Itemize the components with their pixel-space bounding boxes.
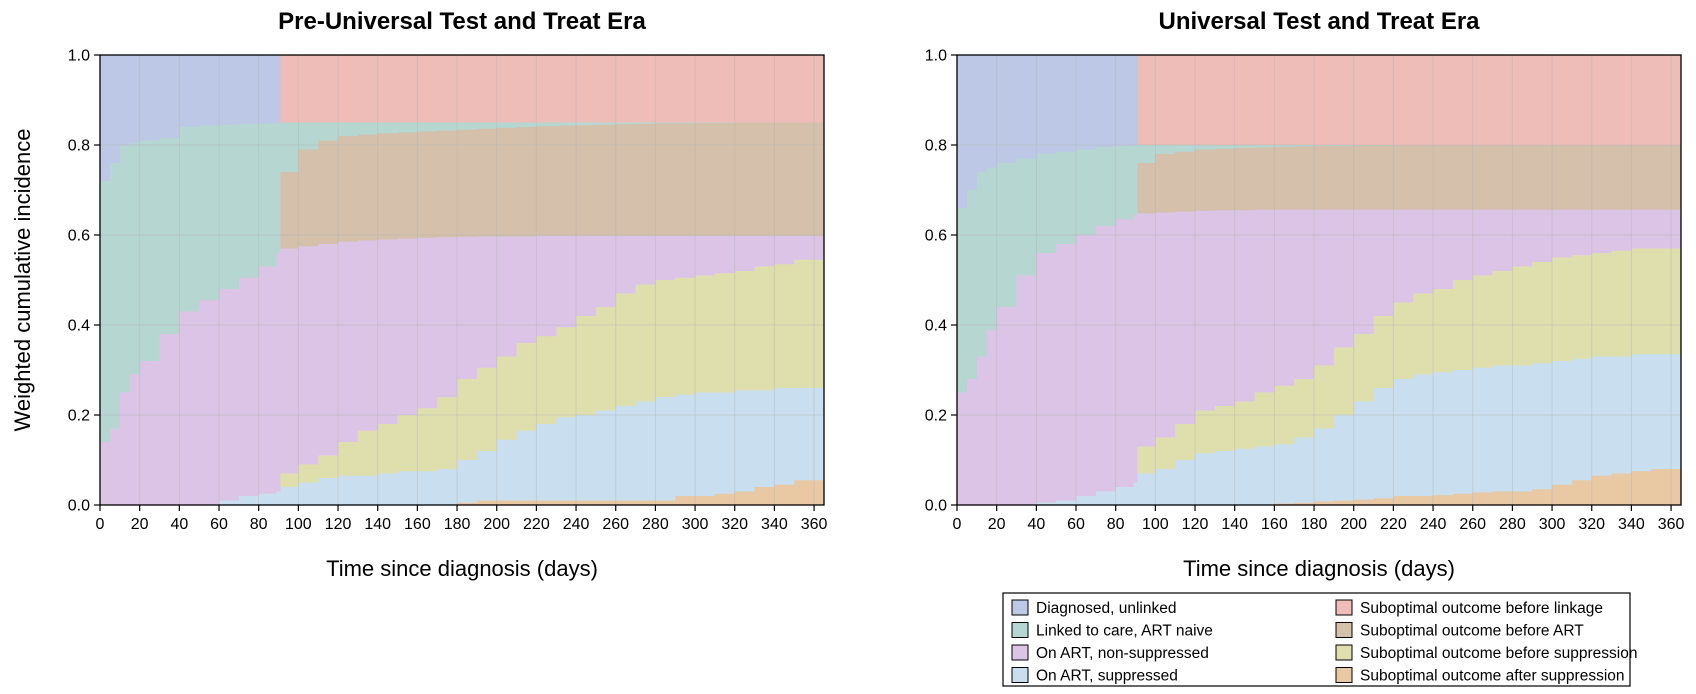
y-tick-label: 0.4 <box>925 318 947 335</box>
x-tick-label: 220 <box>1380 516 1407 533</box>
legend-label-suboptimal-outcome-before-suppression: Suboptimal outcome before suppression <box>1360 645 1637 662</box>
y-tick-label: 0.6 <box>925 228 947 245</box>
area-on-art-suppressed <box>100 388 824 505</box>
plot-frame <box>956 54 1682 506</box>
y-tick-label: 0.0 <box>68 498 90 515</box>
x-tick-label: 60 <box>1067 516 1085 533</box>
x-tick-label: 100 <box>285 516 312 533</box>
y-tick-label: 0.2 <box>925 408 947 425</box>
y-tick-label: 0.8 <box>68 138 90 155</box>
legend-label-suboptimal-outcome-before-art: Suboptimal outcome before ART <box>1360 623 1584 640</box>
x-tick-label: 300 <box>1539 516 1566 533</box>
x-tick-label: 80 <box>1107 516 1125 533</box>
x-tick-label: 140 <box>364 516 391 533</box>
x-tick-label: 240 <box>563 516 590 533</box>
legend-label-suboptimal-outcome-before-linkage: Suboptimal outcome before linkage <box>1360 600 1603 617</box>
x-tick-label: 320 <box>721 516 748 533</box>
legend-swatch-suboptimal-outcome-before-art <box>1335 622 1353 638</box>
y-tick-label: 1.0 <box>68 48 90 65</box>
chart-legend: Diagnosed, unlinked Suboptimal outcome be… <box>1002 592 1637 687</box>
legend-swatch-suboptimal-outcome-before-linkage <box>1335 599 1353 616</box>
x-tick-label: 60 <box>210 516 228 533</box>
x-tick-label: 40 <box>1027 516 1045 533</box>
x-tick-label: 260 <box>602 516 629 533</box>
x-tick-label: 120 <box>1182 516 1209 533</box>
area-suboptimal-outcome-after-suppression <box>957 464 1681 505</box>
area-on-art-suppressed <box>957 354 1681 505</box>
x-tick-label: 120 <box>325 516 352 533</box>
y-tick-label: 1.0 <box>925 48 947 65</box>
x-tick-label: 320 <box>1578 516 1605 533</box>
chart-title: Pre-Universal Test and Treat Era <box>278 8 646 35</box>
y-tick-label: 0.2 <box>68 408 90 425</box>
legend-frame <box>1002 592 1631 687</box>
x-tick-label: 160 <box>1261 516 1288 533</box>
y-tick-label: 0.8 <box>925 138 947 155</box>
x-tick-label: 340 <box>761 516 788 533</box>
chart-title: Universal Test and Treat Era <box>1158 8 1480 35</box>
x-axis-label: Time since diagnosis (days) <box>1183 556 1455 581</box>
area-suboptimal-outcome-after-suppression <box>100 475 824 505</box>
x-tick-label: 80 <box>250 516 268 533</box>
legend-label-diagnosed-unlinked: Diagnosed, unlinked <box>1036 600 1176 617</box>
chart-panel-1: 0 20 40 60 80 100 120 140 160 180 200 220 240 260 280 3… <box>10 8 828 581</box>
x-tick-label: 340 <box>1618 516 1645 533</box>
chart-panel-2: 0 20 40 60 80 100 120 140 160 180 200 220 240 260 280 3… <box>925 8 1685 581</box>
x-tick-label: 260 <box>1459 516 1486 533</box>
x-tick-label: 200 <box>1340 516 1367 533</box>
x-tick-label: 180 <box>1301 516 1328 533</box>
x-tick-label: 140 <box>1221 516 1248 533</box>
legend-label-on-art-non-suppressed: On ART, non-suppressed <box>1036 645 1209 662</box>
x-tick-label: 300 <box>682 516 709 533</box>
legend-swatch-linked-to-care-art-naive <box>1011 622 1029 638</box>
x-tick-label: 280 <box>642 516 669 533</box>
x-tick-label: 180 <box>444 516 471 533</box>
x-tick-label: 0 <box>953 516 962 533</box>
legend-swatch-diagnosed-unlinked <box>1011 599 1029 616</box>
x-tick-label: 40 <box>170 516 188 533</box>
x-tick-label: 280 <box>1499 516 1526 533</box>
legend-label-suboptimal-outcome-after-suppression: Suboptimal outcome after suppression <box>1360 668 1625 685</box>
x-axis-label: Time since diagnosis (days) <box>326 556 598 581</box>
y-axis-label: Weighted cumulative incidence <box>10 129 35 432</box>
legend-swatch-suboptimal-outcome-after-suppression <box>1335 667 1353 683</box>
legend-swatch-on-art-suppressed <box>1011 667 1029 683</box>
y-tick-label: 0.4 <box>68 318 90 335</box>
legend-label-on-art-suppressed: On ART, suppressed <box>1036 668 1178 685</box>
x-tick-label: 360 <box>1658 516 1685 533</box>
x-tick-label: 20 <box>988 516 1006 533</box>
x-tick-label: 200 <box>483 516 510 533</box>
legend-swatch-on-art-non-suppressed <box>1011 644 1029 661</box>
y-tick-label: 0.0 <box>925 498 947 515</box>
x-tick-label: 20 <box>131 516 149 533</box>
x-tick-label: 360 <box>801 516 828 533</box>
x-tick-label: 160 <box>404 516 431 533</box>
x-tick-label: 0 <box>96 516 105 533</box>
legend-swatch-suboptimal-outcome-before-suppression <box>1335 644 1353 661</box>
y-tick-label: 0.6 <box>68 228 90 245</box>
legend-label-linked-to-care-art-naive: Linked to care, ART naive <box>1036 623 1213 640</box>
x-tick-label: 220 <box>523 516 550 533</box>
x-tick-label: 240 <box>1420 516 1447 533</box>
x-tick-label: 100 <box>1142 516 1169 533</box>
plot-frame <box>99 54 825 506</box>
